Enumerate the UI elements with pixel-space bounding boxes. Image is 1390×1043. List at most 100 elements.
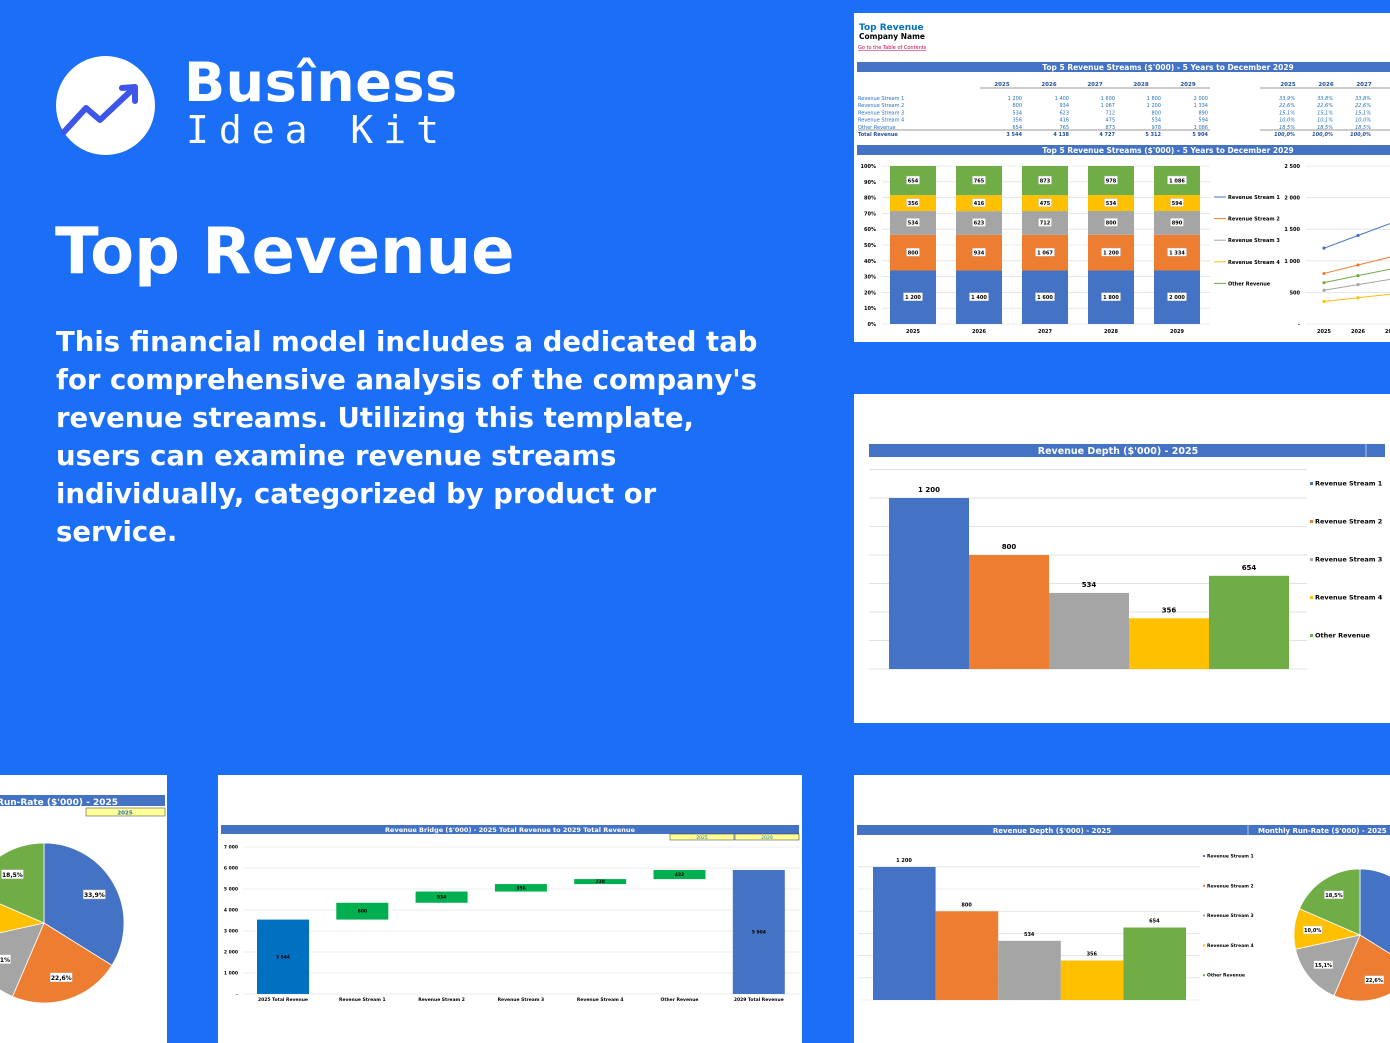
table-cell: 800: [1012, 103, 1022, 109]
bottom-pie-slice: [1359, 868, 1390, 955]
stacked-chart-title: Top 5 Revenue Streams ($'000) - 5 Years …: [1042, 146, 1294, 155]
bottom-depth-bar: [998, 940, 1061, 1000]
table-cell: 416: [1059, 118, 1069, 124]
bridge-bar: [732, 870, 785, 994]
stacked-x-tick: 2028: [1104, 329, 1118, 335]
stacked-bar-label: 800: [908, 250, 919, 256]
line-point: [1356, 283, 1360, 287]
table-cell: 1 086: [1194, 125, 1208, 131]
stacked-legend-label: Revenue Stream 1: [1228, 195, 1280, 201]
depth-bar-label: 1 200: [918, 486, 940, 494]
stacked-bar-label: 978: [1106, 178, 1117, 184]
runrate-title-bar: [0, 795, 165, 806]
stacked-bar-label: 1 200: [905, 295, 921, 301]
table-row-label: Revenue Stream 2: [858, 103, 904, 109]
line-series: [1323, 293, 1390, 302]
left-pie-slice-label: 15,1%: [0, 957, 10, 964]
left-pie-slice: [0, 922, 45, 998]
line-series: [1323, 278, 1390, 291]
table-year-header: 2025: [994, 82, 1009, 88]
bridge-x-tick: Revenue Stream 3: [498, 997, 545, 1003]
bridge-y-tick: 1 000: [224, 971, 238, 977]
bottom-legend-label: Revenue Stream 4: [1207, 943, 1254, 949]
bridge-year-value: 2025: [696, 835, 708, 841]
bottom-depth-bar-label: 800: [961, 902, 972, 908]
sheet-title: Top Revenue: [859, 23, 924, 33]
bridge-bar: [574, 879, 627, 885]
bottom-depth-bar: [873, 867, 936, 1000]
stacked-bar-label: 654: [908, 178, 919, 184]
table-cell: 1 400: [1055, 96, 1069, 102]
bridge-bar-label: 534: [437, 895, 446, 901]
bottom-runrate-title: Monthly Run-Rate ($'000) - 2025: [1258, 827, 1387, 835]
stacked-x-tick: 2026: [972, 329, 986, 335]
percent-cell: 10,1%: [1317, 118, 1333, 124]
bottom-depth-title: Revenue Depth ($'000) - 2025: [993, 827, 1111, 835]
bottom-pie-slice-label: 10,0%: [1304, 928, 1321, 934]
stacked-bar-label-box: [906, 198, 920, 207]
depth-legend-label: Revenue Stream 2: [1315, 518, 1382, 526]
stacked-bar-label: 1 400: [971, 295, 987, 301]
chart-title-bar: [857, 145, 1390, 155]
table-cell: 1 067: [1101, 103, 1115, 109]
table-cell: 594: [1198, 118, 1208, 124]
bridge-y-tick: 2 000: [224, 950, 238, 956]
bridge-y-tick: -: [236, 993, 238, 998]
stacked-bar-label-box: [1104, 198, 1118, 207]
runrate-year-selector[interactable]: [85, 807, 166, 817]
bridge-x-tick: Revenue Stream 4: [577, 997, 624, 1003]
table-cell: 1 200: [1008, 96, 1022, 102]
bottom-legend-swatch: [1203, 944, 1205, 947]
table-total-cell: 4 727: [1099, 132, 1115, 138]
left-pie-slice: [0, 903, 46, 934]
table-total-label: Total Revenue: [858, 132, 898, 138]
percent-cell: 22,6%: [1279, 103, 1295, 109]
stacked-bar-label: 1 334: [1169, 250, 1185, 256]
table-cell: 1 600: [1101, 96, 1115, 102]
bottom-legend-label: Revenue Stream 2: [1207, 883, 1254, 889]
bottom-pie-slice-label: 18,5%: [1325, 893, 1342, 899]
bridge-x-tick: Revenue Stream 1: [339, 997, 386, 1003]
bridge-bar: [415, 891, 468, 903]
bridge-year-selector[interactable]: [669, 833, 735, 841]
table-cell: 978: [1151, 125, 1161, 131]
stacked-y-tick: 40%: [864, 259, 876, 265]
bridge-bar: [653, 870, 706, 880]
table-year-header: 2026: [1041, 82, 1056, 88]
bottom-depth-bar: [1123, 927, 1186, 1000]
line-series: [1323, 268, 1390, 284]
depth-title-bar: [869, 444, 1385, 457]
table-cell: 534: [1012, 110, 1022, 116]
bridge-x-tick: Other Revenue: [661, 997, 699, 1003]
table-total-cell: 3 544: [1006, 132, 1022, 138]
bridge-year-selector[interactable]: [734, 833, 800, 841]
table-year-header: 2028: [1133, 82, 1148, 88]
bottom-title-bar: [857, 825, 1390, 835]
table-row-label: Revenue Stream 3: [858, 110, 904, 116]
depth-legend-swatch: [1310, 558, 1313, 561]
logo-badge: [56, 56, 155, 155]
stacked-bar-label-box: [1038, 218, 1052, 227]
stacked-x-tick: 2025: [906, 329, 920, 335]
bridge-bar-label: 800: [358, 909, 367, 915]
stacked-y-tick: 90%: [864, 180, 876, 186]
stacked-bar-label-box: [1167, 175, 1187, 185]
page-description: This financial model includes a dedicate…: [56, 326, 758, 548]
table-cell: 1 200: [1147, 103, 1161, 109]
line-point: [1322, 281, 1326, 285]
table-of-contents-link[interactable]: Go to the Table of Contents: [858, 45, 927, 51]
table-cell: 623: [1059, 110, 1069, 116]
percent-year-header: 2026: [1318, 82, 1333, 88]
stacked-bar-label: 534: [908, 221, 919, 227]
line-series: [1323, 223, 1390, 249]
line-y-tick: 1 500: [1284, 227, 1300, 233]
left-pie-slice-label-box: [0, 954, 11, 964]
bottom-depth-bar-label: 654: [1149, 919, 1160, 925]
stacked-bar-label-box: [972, 248, 986, 257]
line-point: [1356, 263, 1360, 267]
stacked-bar-label: 356: [908, 201, 919, 207]
line-y-tick: 2 500: [1284, 164, 1300, 170]
table-cell: 2 000: [1194, 96, 1208, 102]
bottom-legend-swatch: [1203, 974, 1205, 977]
bottom-pie-slice-label: 15,1%: [1315, 963, 1332, 969]
